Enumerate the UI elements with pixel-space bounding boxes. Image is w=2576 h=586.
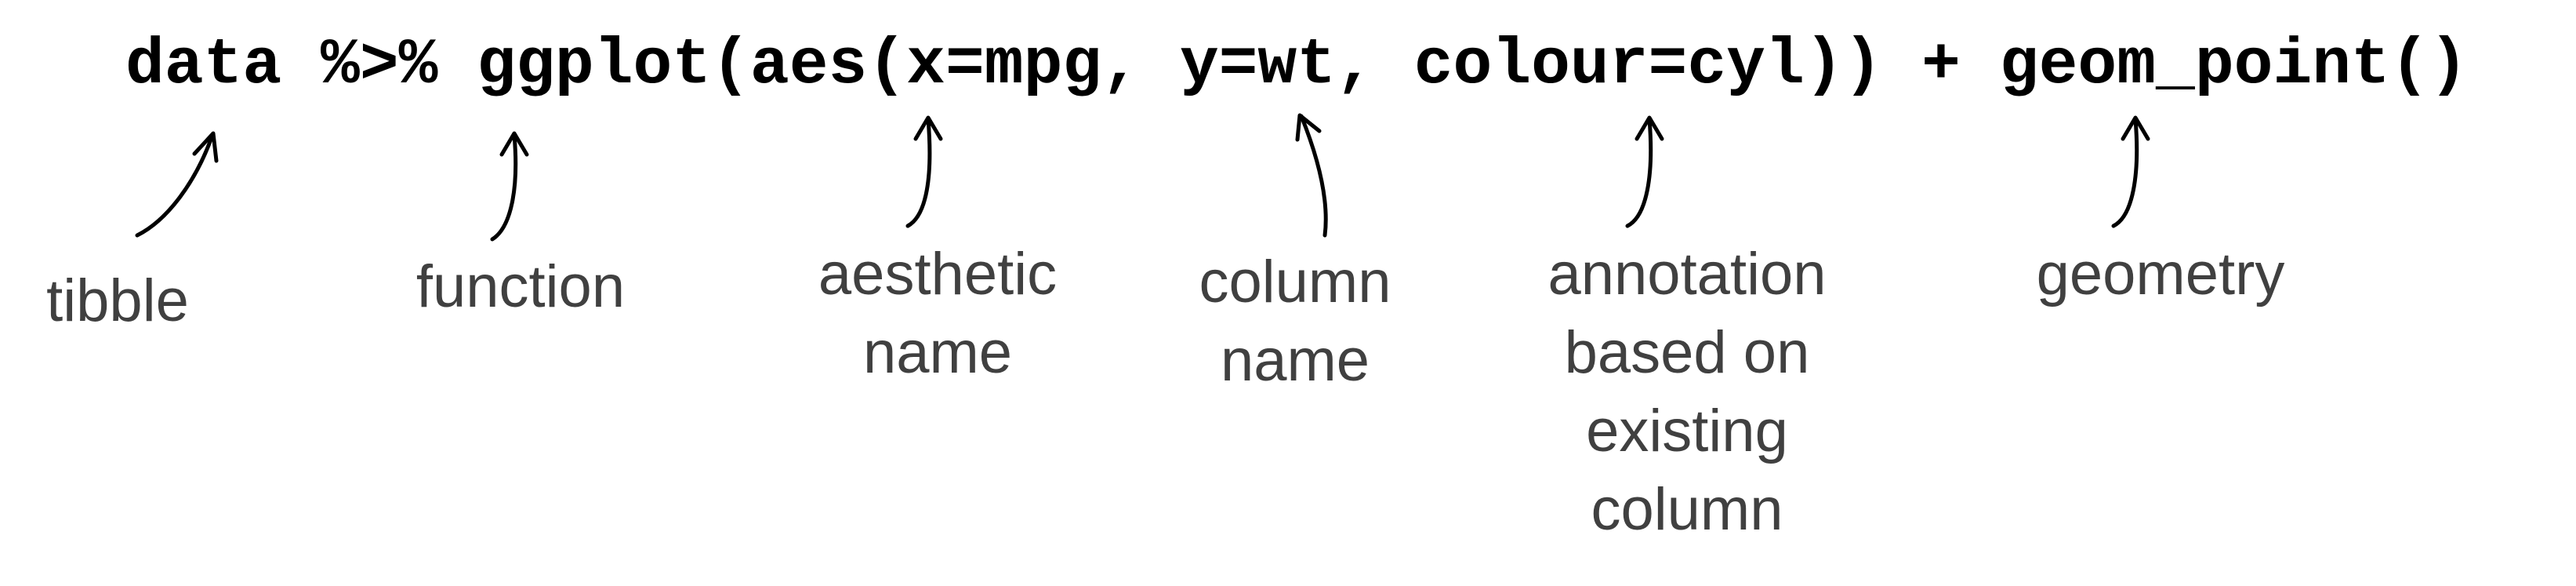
- label-function: function: [415, 253, 626, 320]
- arrow-aesthetic-name-icon: [905, 115, 943, 228]
- arrow-function-icon: [490, 131, 529, 242]
- code-line: data %>% ggplot(aes(x=mpg, y=wt, colour=…: [125, 28, 2469, 102]
- label-aesthetic-name: aesthetic name: [818, 241, 1058, 386]
- label-column-name: column name: [1199, 249, 1391, 394]
- arrow-geometry-icon: [2111, 115, 2150, 228]
- arrow-tibble-icon: [135, 131, 219, 238]
- label-geometry: geometry: [2036, 241, 2285, 308]
- label-annotation-based-on-existing-column: annotation based on existing column: [1547, 241, 1827, 543]
- arrow-annotation-icon: [1625, 115, 1664, 228]
- label-tibble: tibble: [46, 268, 189, 334]
- arrow-column-name-icon: [1295, 113, 1328, 238]
